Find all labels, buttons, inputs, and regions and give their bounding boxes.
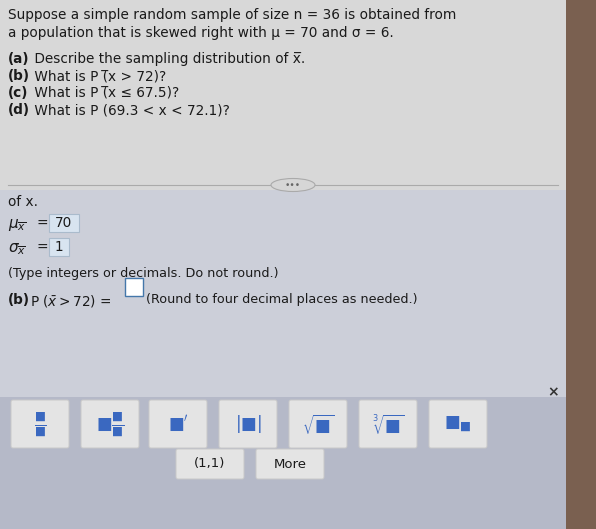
Text: =: =	[36, 217, 48, 231]
FancyBboxPatch shape	[125, 278, 143, 296]
Text: Describe the sampling distribution of x̅.: Describe the sampling distribution of x̅…	[30, 52, 305, 66]
FancyBboxPatch shape	[49, 214, 79, 232]
Text: =: =	[36, 241, 48, 255]
Text: ×: ×	[547, 385, 559, 399]
Ellipse shape	[271, 178, 315, 191]
FancyBboxPatch shape	[219, 400, 277, 448]
Text: 1: 1	[55, 240, 63, 254]
Text: More: More	[274, 458, 306, 470]
Text: (Round to four decimal places as needed.): (Round to four decimal places as needed.…	[146, 293, 418, 306]
Text: P $(\bar{x} > 72)$ =: P $(\bar{x} > 72)$ =	[30, 293, 111, 309]
Text: (Type integers or decimals. Do not round.): (Type integers or decimals. Do not round…	[8, 267, 278, 280]
Text: (a): (a)	[8, 52, 29, 66]
FancyBboxPatch shape	[149, 400, 207, 448]
Text: •••: •••	[285, 180, 301, 189]
FancyBboxPatch shape	[11, 400, 69, 448]
Text: What is P (69.3 < x < 72.1)?: What is P (69.3 < x < 72.1)?	[30, 103, 230, 117]
FancyBboxPatch shape	[289, 400, 347, 448]
Text: What is P (̅x > 72)?: What is P (̅x > 72)?	[30, 69, 166, 83]
Text: $\mu_{\overline{x}}$: $\mu_{\overline{x}}$	[8, 217, 26, 233]
Text: $\frac{\blacksquare}{\blacksquare}$: $\frac{\blacksquare}{\blacksquare}$	[33, 410, 46, 438]
FancyBboxPatch shape	[49, 238, 69, 256]
Text: a population that is skewed right with μ = 70 and σ = 6.: a population that is skewed right with μ…	[8, 26, 394, 40]
Text: (b): (b)	[8, 293, 30, 307]
Text: (b): (b)	[8, 69, 30, 83]
Text: $\blacksquare_{\blacksquare}$: $\blacksquare_{\blacksquare}$	[444, 415, 472, 433]
FancyBboxPatch shape	[359, 400, 417, 448]
FancyBboxPatch shape	[81, 400, 139, 448]
Text: $\sqrt[3]{\blacksquare}$: $\sqrt[3]{\blacksquare}$	[372, 412, 404, 436]
FancyBboxPatch shape	[256, 449, 324, 479]
FancyBboxPatch shape	[176, 449, 244, 479]
Text: What is P (̅x ≤ 67.5)?: What is P (̅x ≤ 67.5)?	[30, 86, 179, 100]
Text: Suppose a simple random sample of size n = 36 is obtained from: Suppose a simple random sample of size n…	[8, 8, 457, 22]
Text: $\sigma_{\overline{x}}$: $\sigma_{\overline{x}}$	[8, 241, 26, 257]
FancyBboxPatch shape	[0, 0, 566, 190]
FancyBboxPatch shape	[429, 400, 487, 448]
FancyBboxPatch shape	[566, 0, 596, 529]
Text: $\blacksquare^{\prime}$: $\blacksquare^{\prime}$	[167, 414, 188, 434]
Text: $\blacksquare\frac{\blacksquare}{\blacksquare}$: $\blacksquare\frac{\blacksquare}{\blacks…	[95, 410, 125, 438]
Text: (1,1): (1,1)	[194, 458, 226, 470]
Text: (d): (d)	[8, 103, 30, 117]
FancyBboxPatch shape	[0, 397, 566, 529]
Text: of x.: of x.	[8, 195, 38, 209]
Text: $\sqrt{\blacksquare}$: $\sqrt{\blacksquare}$	[302, 412, 334, 436]
Text: 70: 70	[55, 216, 73, 230]
Text: $|\blacksquare|$: $|\blacksquare|$	[235, 413, 262, 435]
Text: (c): (c)	[8, 86, 29, 100]
FancyBboxPatch shape	[0, 190, 566, 397]
